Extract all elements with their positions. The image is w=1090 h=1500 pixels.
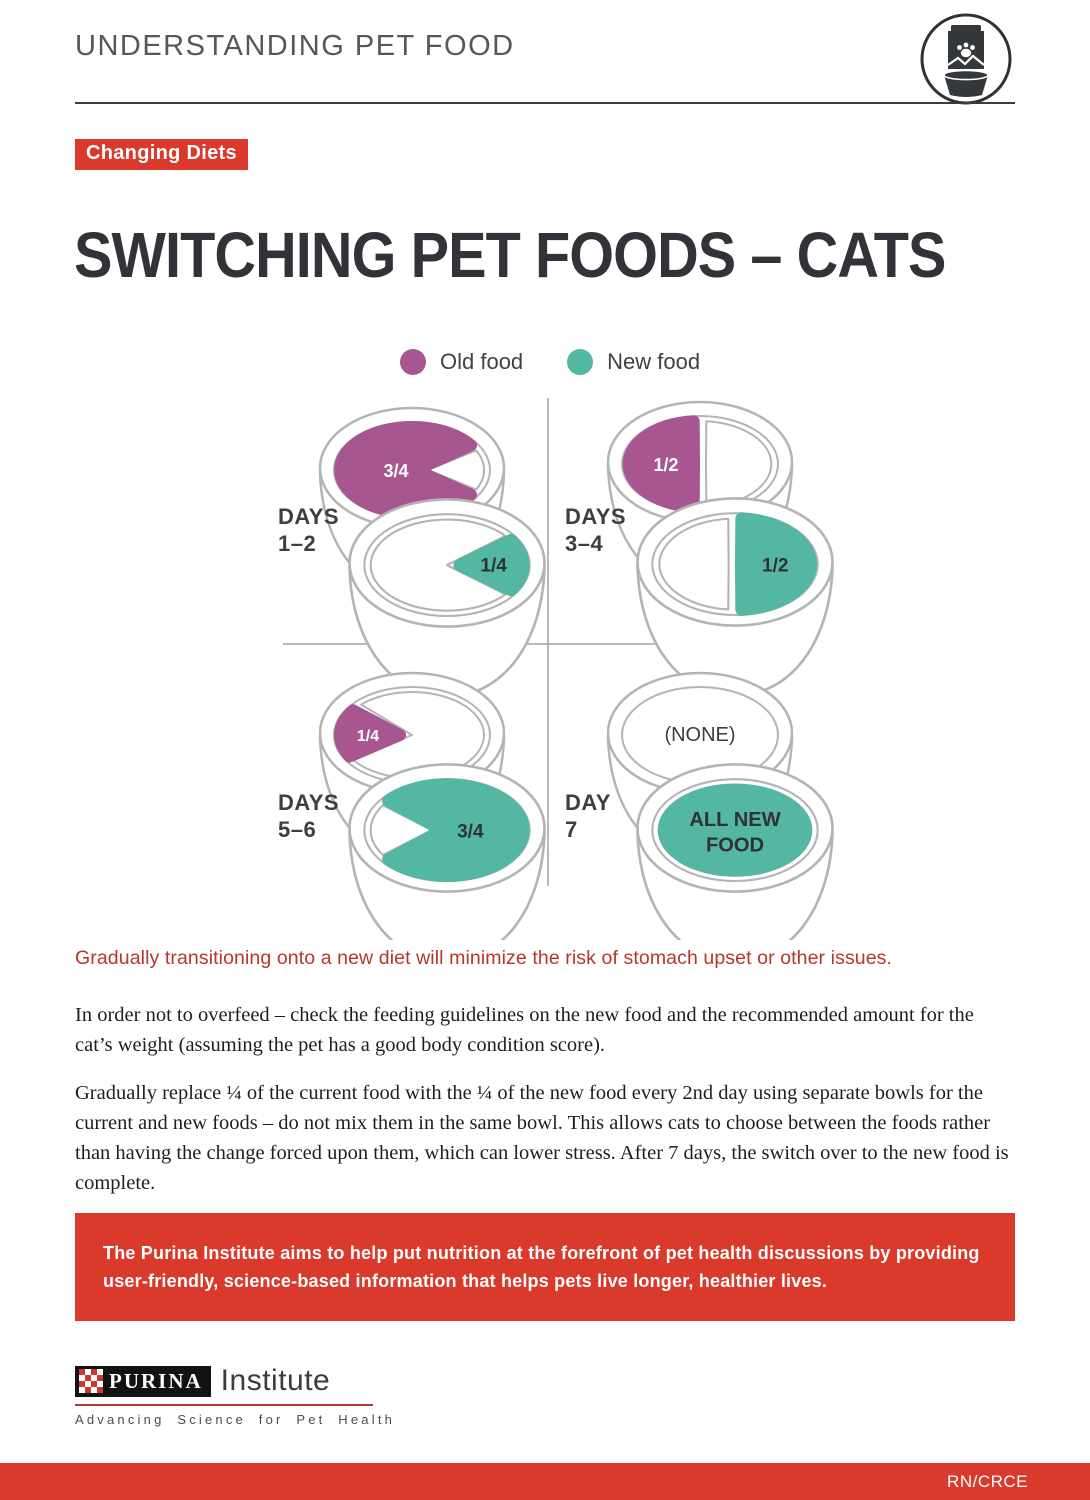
legend-item-new-food: New food [567, 349, 700, 375]
transition-diagram: 3/4 1/4 1/2 1/2 1/4 [283, 398, 834, 940]
purina-checkerboard-icon [79, 1369, 103, 1393]
legend-new-label: New food [607, 349, 701, 374]
paragraph-1: In order not to overfeed – check the fee… [75, 1004, 974, 1056]
label-days-1-2: DAYS 1–2 [278, 504, 340, 556]
paragraph-2: Gradually replace ¼ of the current food … [75, 1082, 1009, 1194]
legend-old-label: Old food [440, 349, 524, 374]
label-days-5-6: DAYS 5–6 [278, 790, 340, 842]
fraction-label: 3/4 [383, 461, 408, 481]
page-header-title: UNDERSTANDING PET FOOD [75, 30, 515, 62]
section-badge: Changing Diets [75, 139, 248, 170]
bowl-days1-2-old: 3/4 [318, 406, 506, 596]
footer-code: RN/CRCE [947, 1471, 1028, 1491]
institute-wordmark: Institute [220, 1364, 331, 1397]
pet-food-bag-icon [918, 11, 1014, 112]
new-food-dot-icon [567, 349, 594, 375]
purina-wordmark: PURINA [109, 1368, 203, 1393]
old-food-dot-icon [400, 349, 426, 375]
fraction-label: 1/2 [762, 556, 789, 577]
bowl-day7-old: (NONE) [606, 671, 794, 861]
bowl-days3-4-old: 1/2 [606, 400, 794, 590]
logo-divider [75, 1404, 373, 1406]
label-day-7: DAY 7 [565, 790, 611, 842]
bowl-days1-2-new: 1/4 [348, 498, 546, 698]
footer-bar: RN/CRCE [0, 1463, 1090, 1500]
fraction-label: 3/4 [457, 822, 484, 843]
fraction-label: 1/4 [480, 555, 507, 576]
none-label: (NONE) [664, 724, 735, 746]
fraction-label: 1/4 [357, 728, 379, 745]
page-title: SWITCHING PET FOODS – CATS [74, 219, 946, 291]
all-new-food-label-line2: FOOD [706, 834, 764, 856]
header-divider [75, 102, 1015, 104]
legend-item-old-food: Old food [400, 349, 523, 375]
bowl-days5-6-new: 3/4 [348, 763, 546, 940]
bowl-days3-4-new: 1/2 [636, 497, 834, 697]
purina-institute-logo: PURINA Institute Advancing Science for P… [75, 1364, 396, 1427]
mission-banner-text: The Purina Institute aims to help put nu… [103, 1243, 980, 1291]
highlight-sentence: Gradually transitioning onto a new diet … [75, 947, 893, 969]
bowl-day7-new: ALL NEW FOOD [636, 763, 834, 940]
fraction-label: 1/2 [653, 455, 678, 475]
label-days-3-4: DAYS 3–4 [565, 504, 627, 556]
mission-banner: The Purina Institute aims to help put nu… [75, 1213, 1015, 1321]
all-new-food-label-line1: ALL NEW [689, 809, 780, 831]
bowl-days5-6-old: 1/4 [318, 671, 506, 861]
purina-logo-mark: PURINA [75, 1365, 211, 1397]
logo-tagline: Advancing Science for Pet Health [75, 1412, 396, 1427]
legend: Old food New food [400, 349, 700, 375]
